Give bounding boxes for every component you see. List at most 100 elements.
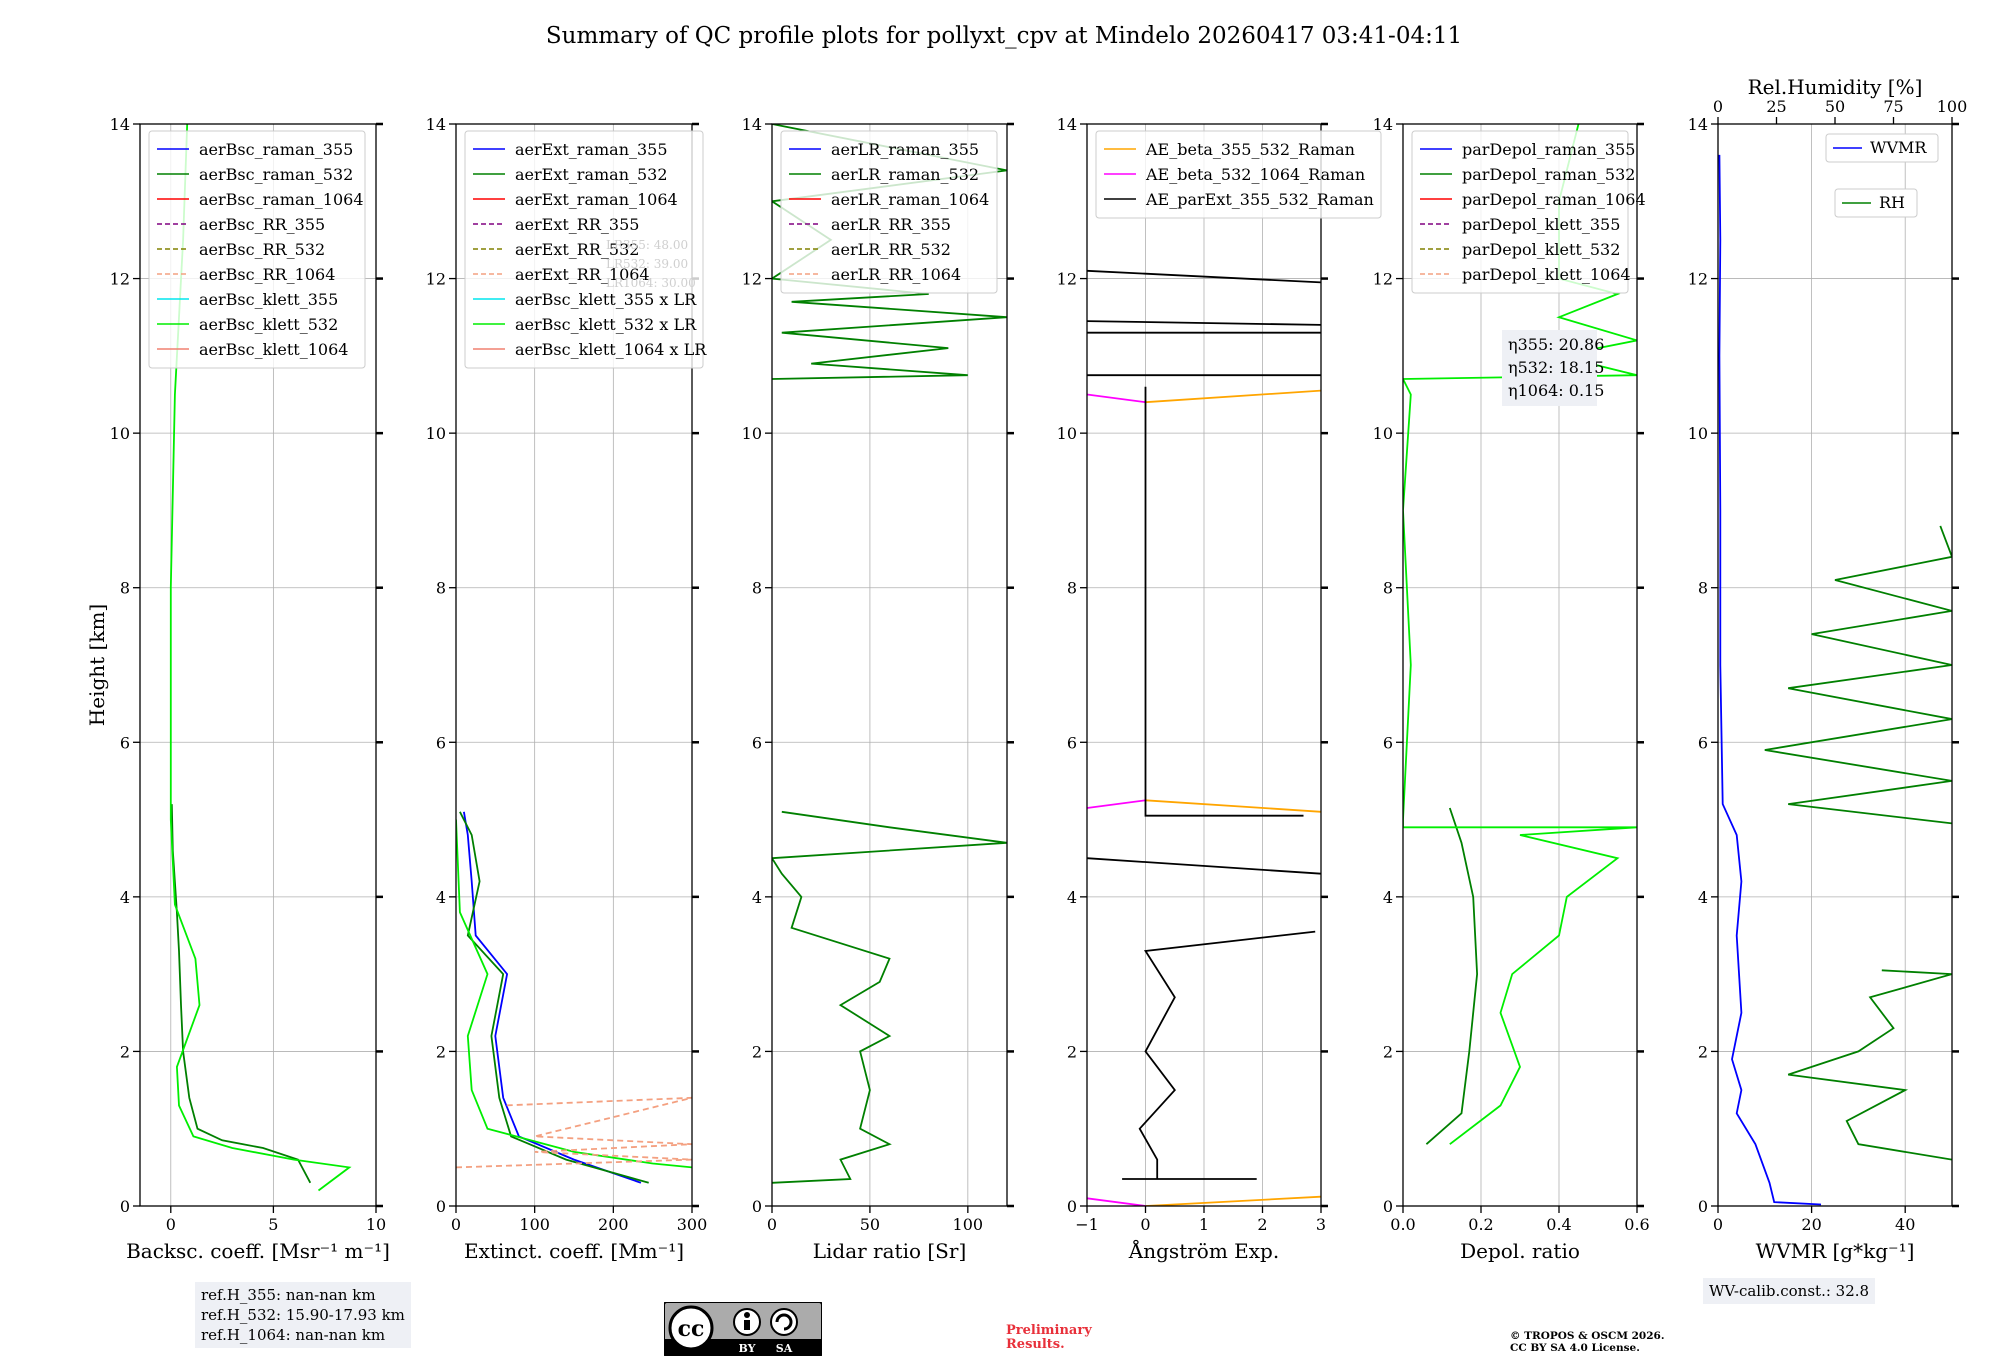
x-axis-label: WVMR [g*kg⁻¹] [1756, 1239, 1915, 1263]
y-tick-label: 14 [426, 115, 446, 134]
legend-label: parDepol_klett_532 [1462, 240, 1620, 259]
legend-label: AE_beta_532_1064_Raman [1145, 165, 1365, 184]
preliminary-line-2: Results. [1006, 1337, 1065, 1352]
series-parDepol_klett_532 [1403, 124, 1637, 1145]
legend-label: aerExt_RR_355 [515, 215, 639, 234]
x-tick-label: 0 [451, 1215, 461, 1234]
legend-box [1411, 130, 1629, 294]
x-tick-label: 0 [767, 1215, 777, 1234]
x-tick-label: 0 [1140, 1215, 1150, 1234]
legend-label: aerBsc_raman_355 [199, 140, 353, 159]
series-AE_parExt_355_532_Raman [1122, 930, 1316, 1180]
y-tick-label: 14 [110, 115, 130, 134]
eta-label: η532: 18.15 [1508, 358, 1604, 377]
series-RH [1787, 969, 1952, 1161]
lidar-ratio-label: LR1064: 30.00 [606, 276, 696, 290]
top-x-tick-label: 25 [1766, 97, 1786, 116]
legend-label: aerExt_raman_532 [515, 165, 668, 184]
y-tick-label: 2 [1383, 1042, 1393, 1061]
axes-frame [1402, 123, 1638, 1207]
legend-box [464, 130, 704, 369]
legend-label: aerBsc_RR_532 [199, 240, 325, 259]
legend-label: aerLR_RR_355 [831, 215, 951, 234]
y-tick-label: 6 [1383, 733, 1393, 752]
y-tick-label: 2 [436, 1042, 446, 1061]
legend-box [1825, 133, 1939, 163]
series-AE_parExt_355_532_Raman_c [1144, 386, 1304, 817]
legend-label: aerExt_raman_355 [515, 140, 668, 159]
series-group [1087, 269, 1321, 1206]
y-tick-label: 8 [1698, 579, 1708, 598]
lidar-ratio-label: LR355: 48.00 [606, 238, 688, 252]
legend-label: WVMR [1870, 138, 1927, 157]
y-tick-label: 10 [1688, 424, 1708, 443]
x-tick-label: −1 [1075, 1215, 1099, 1234]
legend-label: aerBsc_klett_532 [199, 315, 338, 334]
y-tick-label: 4 [1067, 888, 1077, 907]
preliminary-line-1: Preliminary [1006, 1323, 1092, 1338]
y-tick-label: 14 [742, 115, 762, 134]
legend-label: aerLR_raman_355 [831, 140, 979, 159]
series-AE_beta_355_532_Raman_b [1145, 799, 1321, 813]
y-tick-label: 2 [1067, 1042, 1077, 1061]
top-x-tick-label: 100 [1937, 97, 1968, 116]
series-RH_upper [1764, 525, 1952, 825]
legend-label: aerBsc_klett_355 [199, 290, 338, 309]
legend-label: aerLR_raman_532 [831, 165, 979, 184]
legend-label: aerBsc_klett_532 x LR [515, 315, 697, 334]
series-aerLR_raman_532_upper [772, 124, 1007, 380]
legend-label: RH [1879, 193, 1905, 212]
top-x-tick-label: 50 [1825, 97, 1845, 116]
series-aerBsc_raman_532 [170, 804, 312, 1184]
y-tick-label: 4 [120, 888, 130, 907]
legend-box [148, 130, 366, 369]
x-axis-label: Extinct. coeff. [Mm⁻¹] [464, 1239, 684, 1263]
y-tick-label: 0 [752, 1197, 762, 1216]
y-tick-label: 12 [110, 270, 130, 289]
legend-label: aerExt_raman_1064 [515, 190, 678, 209]
series-parDepol_raman_532 [1425, 807, 1479, 1145]
x-tick-label: 0 [166, 1215, 176, 1234]
x-axis-label: Lidar ratio [Sr] [813, 1239, 967, 1263]
series-group [1718, 154, 1952, 1206]
badge-by-label: BY [739, 1342, 756, 1355]
x-axis-label: Ångström Exp. [1128, 1238, 1279, 1263]
y-tick-label: 6 [752, 733, 762, 752]
axes-frame [139, 123, 377, 1207]
legend-box [1834, 188, 1918, 218]
legend-label: aerExt_RR_1064 [515, 265, 650, 284]
x-tick-label: 3 [1316, 1215, 1326, 1234]
y-tick-label: 8 [1067, 579, 1077, 598]
y-tick-label: 4 [1383, 888, 1393, 907]
y-tick-label: 12 [1057, 270, 1077, 289]
y-tick-label: 10 [742, 424, 762, 443]
y-tick-label: 6 [120, 733, 130, 752]
legend-label: parDepol_raman_1064 [1462, 190, 1646, 209]
y-tick-label: 10 [1057, 424, 1077, 443]
x-tick-label: 300 [677, 1215, 708, 1234]
y-tick-label: 4 [436, 888, 446, 907]
y-tick-label: 10 [110, 424, 130, 443]
y-tick-label: 8 [752, 579, 762, 598]
x-tick-label: 0.0 [1390, 1215, 1415, 1234]
cc-icon [668, 1305, 714, 1351]
y-tick-label: 14 [1057, 115, 1077, 134]
x-tick-label: 200 [598, 1215, 629, 1234]
svg-text:cc: cc [678, 1316, 705, 1342]
panel-bsc: 0 2 4 6 8 10 12 14 0 5 10 Backsc. coeff. [Msr⁻¹ m⁻¹… [110, 115, 390, 1263]
series-group [169, 124, 352, 1192]
eta-label: η1064: 0.15 [1508, 381, 1604, 400]
wv-calibration-constant: WV-calib.const.: 32.8 [1709, 1282, 1870, 1300]
y-tick-label: 0 [120, 1197, 130, 1216]
legend-label: aerBsc_raman_532 [199, 165, 353, 184]
x-tick-label: 2 [1257, 1215, 1267, 1234]
ref-h-532: ref.H_532: 15.90-17.93 km [201, 1306, 405, 1324]
series-AE_beta_355_532_Raman_c [1145, 389, 1321, 404]
x-tick-label: 5 [268, 1215, 278, 1234]
axes-frame [771, 123, 1008, 1207]
y-tick-label: 2 [120, 1042, 130, 1061]
y-tick-label: 12 [1688, 270, 1708, 289]
legend-label: aerExt_RR_532 [515, 240, 639, 259]
y-tick-label: 6 [1698, 733, 1708, 752]
